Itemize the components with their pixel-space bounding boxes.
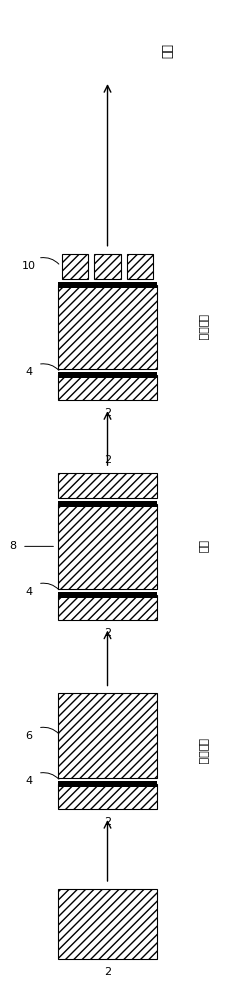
Text: 压制: 压制 — [197, 540, 207, 553]
Text: 4: 4 — [25, 776, 32, 786]
Bar — [58, 784, 157, 809]
Bar — [58, 473, 157, 498]
Text: 树脂涂覆: 树脂涂覆 — [197, 738, 207, 765]
Bar — [58, 504, 157, 589]
Bar — [127, 254, 153, 279]
Bar — [58, 595, 157, 620]
Text: 10: 10 — [22, 261, 36, 271]
Text: 2: 2 — [104, 628, 111, 638]
Text: 2: 2 — [104, 817, 111, 827]
Text: 6: 6 — [25, 731, 32, 741]
Text: 4: 4 — [25, 587, 32, 597]
Bar — [58, 693, 157, 778]
Bar — [62, 254, 88, 279]
Bar — [58, 375, 157, 400]
Bar — [58, 889, 157, 959]
Text: 8: 8 — [9, 541, 16, 551]
Text: 2: 2 — [104, 408, 111, 418]
Bar — [58, 285, 157, 369]
Bar — [94, 254, 121, 279]
Text: 电路形成: 电路形成 — [197, 314, 207, 340]
Text: 评价: 评价 — [159, 44, 172, 59]
Text: 4: 4 — [25, 367, 32, 377]
Text: 2: 2 — [104, 967, 111, 977]
Text: 2: 2 — [104, 455, 111, 465]
